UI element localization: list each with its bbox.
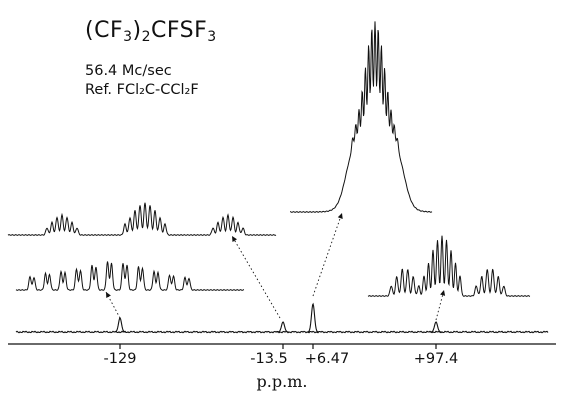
expansion-trace-minus129 [15,261,245,291]
compound-sub-3: 3 [207,29,217,45]
x-tick-label: +97.4 [414,351,458,367]
compound-sub-1: 3 [123,29,133,45]
baseline-trace [15,330,549,334]
main-spectrum-trace [15,302,549,334]
reference-label: Ref. FCl₂C-CCl₂F [85,82,199,98]
x-axis-label: p.p.m. [256,372,308,391]
x-tick-label: -129 [104,351,137,367]
arrow-head [440,290,446,296]
peak-mark [276,321,290,333]
compound-sub-2: 2 [141,29,152,45]
frequency-label: 56.4 Mc/sec [85,63,172,79]
connector-arrows [105,212,446,321]
connector-arrow-plus97.4 [435,289,445,321]
expansion-trace-minus13.5 [7,202,277,236]
compound-paren: ) [132,18,142,43]
x-tick-label: +6.47 [305,351,349,367]
arrow-head [337,213,343,219]
peak-mark [306,302,320,333]
connector-arrow-plus6.47 [312,212,343,297]
arrow-head [232,236,237,242]
arrow-head [106,292,111,298]
compound-title: (CF3)2CFSF3 [85,18,217,45]
x-axis: -129 -13.5 +6.47 +97.4 [8,343,556,367]
expansion-traces [7,21,531,297]
expansion-trace-plus97.4 [367,235,531,297]
peak-mark [113,317,127,333]
peak-mark [429,321,443,333]
expansion-trace-plus6.47 [289,21,433,213]
x-tick-label: -13.5 [250,351,288,367]
compound-title-main: (CF [85,18,124,43]
connector-arrow-minus13.5 [231,235,281,319]
compound-rest: CFSF [151,18,208,43]
